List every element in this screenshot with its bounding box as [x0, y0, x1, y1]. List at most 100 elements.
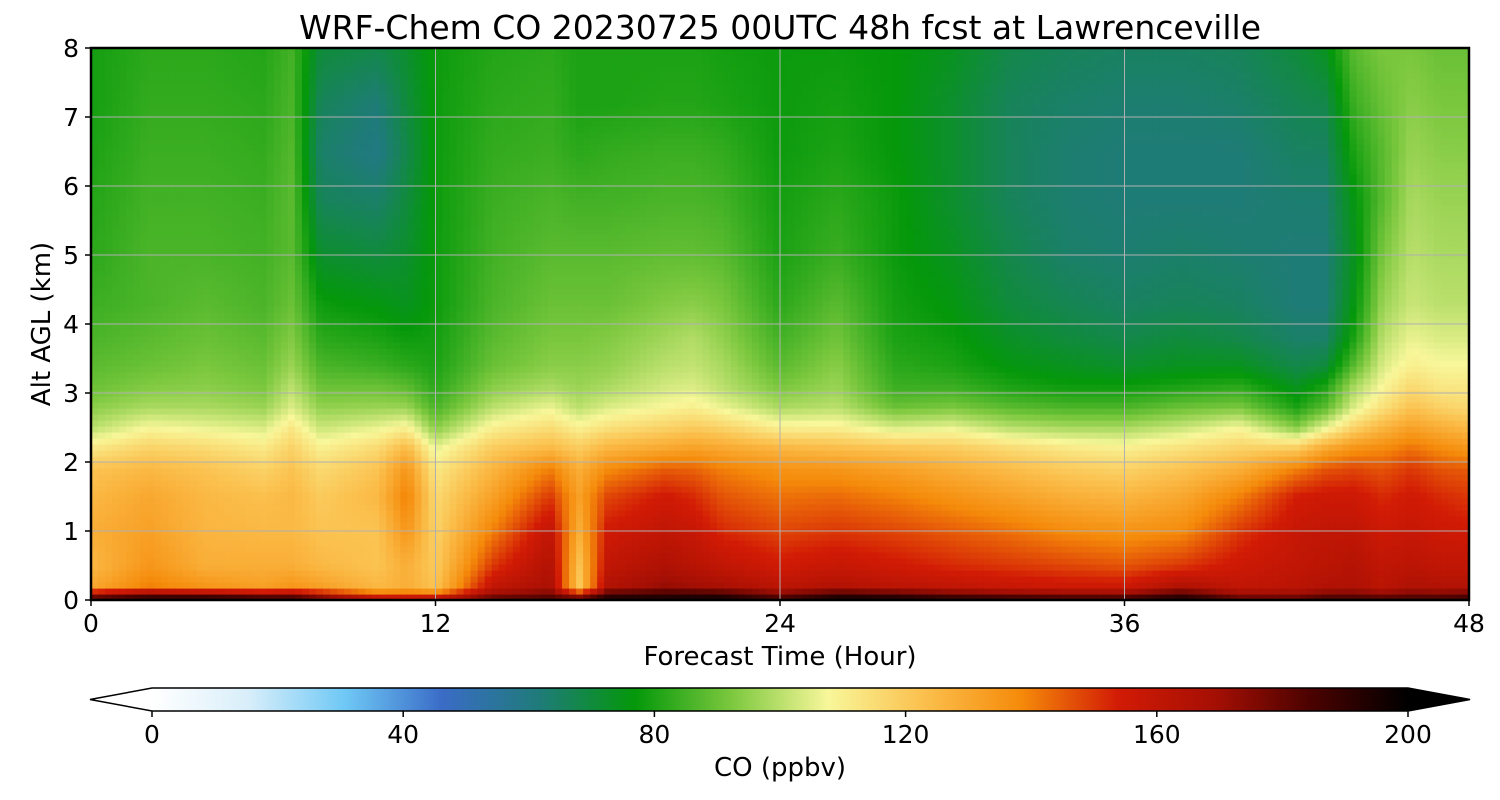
heat-cell [245, 144, 254, 151]
heat-cell [133, 300, 141, 307]
heat-cell [351, 234, 359, 241]
heat-cell [308, 288, 317, 295]
heat-cell [470, 426, 479, 433]
heat-cell [210, 210, 219, 217]
heat-cell [386, 348, 394, 355]
heat-cell [287, 192, 296, 199]
heat-cell [238, 174, 247, 181]
heat-cell [287, 426, 296, 433]
heat-cell [351, 588, 359, 595]
heat-cell [189, 192, 198, 199]
heat-cell [393, 312, 401, 319]
heat-cell [323, 576, 331, 583]
heat-cell [161, 438, 169, 445]
heat-cell [308, 342, 317, 349]
heat-cell [456, 276, 465, 283]
heat-cell [91, 486, 99, 493]
heat-cell [414, 354, 423, 361]
heat-cell [203, 204, 212, 211]
heat-cell [273, 108, 282, 115]
heat-cell [294, 486, 303, 493]
heat-cell [112, 72, 120, 79]
heat-cell [421, 270, 430, 277]
heat-cell [210, 192, 219, 199]
heat-cell [365, 582, 373, 589]
heat-cell [287, 492, 296, 499]
heat-cell [463, 144, 472, 151]
heat-cell [210, 222, 219, 229]
heat-cell [372, 492, 380, 499]
heat-cell [210, 414, 219, 421]
heat-cell [287, 594, 296, 600]
heat-cell [323, 138, 331, 145]
heat-cell [379, 384, 387, 391]
heat-cell [189, 552, 198, 559]
heat-cell [147, 582, 155, 589]
heat-cell [119, 144, 127, 151]
heat-cell [315, 438, 324, 445]
heat-cell [358, 504, 366, 511]
heat-cell [435, 450, 444, 457]
heat-cell [301, 414, 310, 421]
heat-cell [414, 474, 423, 481]
heat-cell [161, 312, 169, 319]
heat-cell [238, 108, 247, 115]
heat-cell [182, 276, 191, 283]
heat-cell [217, 84, 226, 91]
heat-cell [351, 468, 359, 475]
heat-cell [294, 66, 303, 73]
heat-cell [315, 342, 324, 349]
heat-cell [386, 192, 394, 199]
heat-cell [252, 558, 261, 565]
heat-cell [344, 534, 352, 541]
heat-cell [217, 402, 226, 409]
heat-cell [442, 162, 451, 169]
heat-cell [133, 372, 141, 379]
heat-cell [203, 336, 212, 343]
heat-cell [189, 90, 198, 97]
heat-cell [91, 210, 99, 217]
heat-cell [238, 276, 247, 283]
heat-cell [154, 582, 162, 589]
heat-cell [126, 186, 134, 193]
heat-cell [161, 72, 169, 79]
heat-cell [421, 546, 430, 553]
heat-cell [245, 162, 254, 169]
heat-cell [358, 396, 366, 403]
heat-cell [252, 162, 261, 169]
heat-cell [175, 108, 183, 115]
heat-cell [133, 156, 141, 163]
heat-cell [189, 306, 198, 313]
heat-cell [449, 468, 458, 475]
heat-cell [133, 480, 141, 487]
heat-cell [168, 180, 176, 187]
heat-cell [428, 162, 437, 169]
heat-cell [435, 558, 444, 565]
heat-cell [112, 258, 120, 265]
heat-cell [266, 318, 275, 325]
heat-cell [91, 54, 99, 61]
heat-cell [210, 348, 219, 355]
heat-cell [442, 210, 451, 217]
heat-cell [238, 492, 247, 499]
heat-cell [470, 504, 479, 511]
heat-cell [280, 138, 289, 145]
heat-cell [351, 96, 359, 103]
heat-cell [140, 546, 148, 553]
heat-cell [252, 192, 261, 199]
heat-cell [323, 510, 331, 517]
heat-cell [435, 564, 444, 571]
heat-cell [337, 552, 345, 559]
heat-cell [259, 402, 268, 409]
heat-cell [196, 144, 205, 151]
heat-cell [308, 264, 317, 271]
heat-cell [442, 54, 451, 61]
heat-cell [175, 372, 183, 379]
heat-cell [351, 582, 359, 589]
heat-cell [140, 456, 148, 463]
heat-cell [400, 120, 408, 127]
heat-cell [210, 552, 219, 559]
heat-cell [273, 366, 282, 373]
heat-cell [238, 120, 247, 127]
heat-cell [224, 456, 233, 463]
